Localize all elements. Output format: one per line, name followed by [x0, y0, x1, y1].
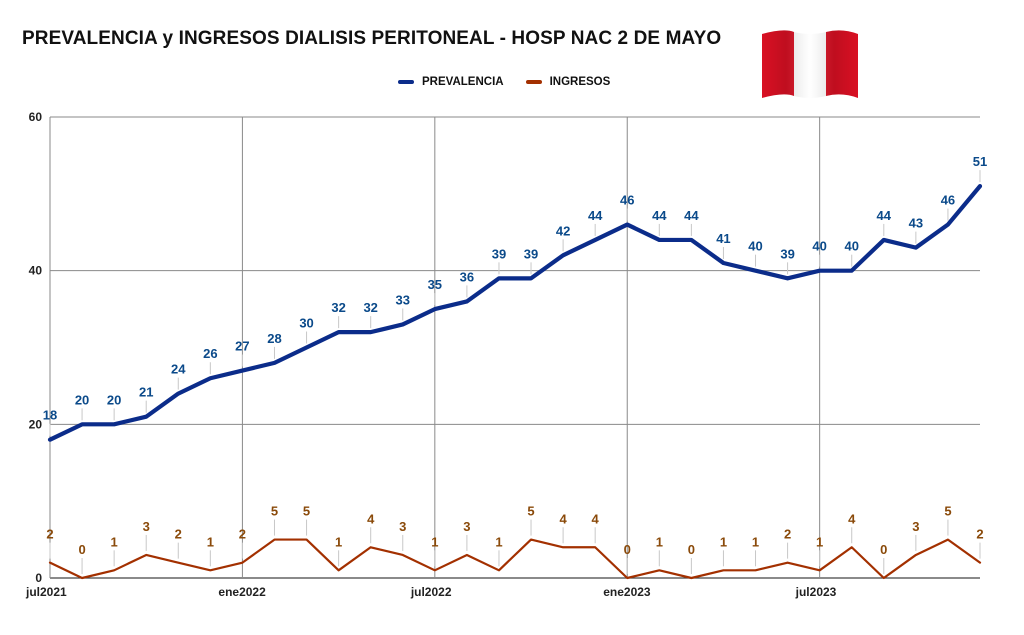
data-label-ingresos: 1 [207, 534, 214, 549]
x-tick-label: jul2021 [25, 585, 67, 599]
data-label-ingresos: 2 [976, 527, 983, 542]
data-label-prevalencia: 27 [235, 339, 249, 354]
data-label-ingresos: 1 [656, 534, 663, 549]
data-label-ingresos: 3 [143, 519, 150, 534]
data-label-prevalencia: 39 [492, 246, 506, 261]
y-tick-label: 60 [29, 110, 43, 124]
data-label-prevalencia: 43 [909, 216, 923, 231]
legend-item-ingresos[interactable]: INGRESOS [525, 76, 611, 88]
y-tick-label: 40 [29, 264, 43, 278]
data-label-ingresos: 2 [46, 527, 53, 542]
data-label-ingresos: 4 [367, 511, 375, 526]
legend-label-prevalencia: PREVALENCIA [422, 76, 504, 88]
x-tick-label: jul2023 [795, 585, 837, 599]
data-label-prevalencia: 40 [844, 239, 858, 254]
legend-item-prevalencia[interactable]: PREVALENCIA [398, 76, 504, 88]
data-label-prevalencia: 44 [652, 208, 667, 223]
data-label-prevalencia: 36 [460, 269, 474, 284]
data-label-prevalencia: 44 [877, 208, 892, 223]
data-label-prevalencia: 42 [556, 223, 570, 238]
data-label-prevalencia: 44 [684, 208, 699, 223]
data-label-ingresos: 0 [78, 542, 85, 557]
data-label-prevalencia: 20 [75, 392, 89, 407]
data-label-prevalencia: 35 [428, 277, 442, 292]
x-tick-label: jul2022 [410, 585, 452, 599]
series-line-ingresos [48, 538, 982, 580]
data-label-ingresos: 0 [880, 542, 887, 557]
data-label-prevalencia: 33 [396, 292, 410, 307]
data-label-prevalencia: 20 [107, 392, 121, 407]
data-label-ingresos: 2 [175, 527, 182, 542]
data-label-prevalencia: 18 [43, 408, 57, 423]
data-label-prevalencia: 46 [620, 193, 634, 208]
data-label-prevalencia: 32 [331, 300, 345, 315]
data-label-ingresos: 2 [784, 527, 791, 542]
x-tick-label: ene2022 [218, 585, 266, 599]
data-label-prevalencia: 30 [299, 316, 313, 331]
data-label-ingresos: 4 [592, 511, 600, 526]
data-label-prevalencia: 40 [748, 239, 762, 254]
data-label-ingresos: 1 [111, 534, 118, 549]
y-tick-label: 20 [29, 417, 43, 431]
data-label-ingresos: 3 [463, 519, 470, 534]
data-label-ingresos: 5 [527, 504, 534, 519]
data-label-prevalencia: 46 [941, 193, 955, 208]
legend-swatch-prevalencia [398, 80, 414, 84]
prevalencia-series [47, 184, 983, 442]
data-label-prevalencia: 24 [171, 362, 186, 377]
data-label-ingresos: 5 [944, 504, 951, 519]
data-label-ingresos: 2 [239, 527, 246, 542]
data-label-prevalencia: 51 [973, 154, 987, 169]
data-label-ingresos: 1 [752, 534, 759, 549]
data-label-prevalencia: 32 [363, 300, 377, 315]
legend-label-ingresos: INGRESOS [549, 76, 611, 88]
data-label-ingresos: 1 [495, 534, 502, 549]
legend-swatch-ingresos [525, 80, 542, 84]
chart-title: PREVALENCIA y INGRESOS DIALISIS PERITONE… [22, 28, 722, 49]
peru-flag-icon [762, 30, 858, 98]
data-label-prevalencia: 39 [524, 246, 538, 261]
data-label-prevalencia: 28 [267, 331, 281, 346]
data-label-prevalencia: 21 [139, 385, 153, 400]
data-label-ingresos: 1 [335, 534, 342, 549]
data-label-ingresos: 0 [688, 542, 695, 557]
data-label-ingresos: 3 [912, 519, 919, 534]
data-label-ingresos: 0 [624, 542, 631, 557]
data-label-ingresos: 3 [399, 519, 406, 534]
data-label-ingresos: 4 [848, 511, 856, 526]
grid-layer [49, 116, 980, 579]
data-label-ingresos: 5 [303, 504, 310, 519]
ingresos-series [48, 538, 982, 580]
data-label-prevalencia: 44 [588, 208, 603, 223]
data-label-ingresos: 4 [559, 511, 567, 526]
data-label-prevalencia: 39 [780, 246, 794, 261]
legend: PREVALENCIA INGRESOS [398, 74, 632, 90]
x-tick-label: ene2023 [603, 585, 651, 599]
data-label-prevalencia: 26 [203, 346, 217, 361]
data-label-ingresos: 1 [720, 534, 727, 549]
data-label-ingresos: 5 [271, 504, 278, 519]
y-tick-label: 0 [35, 571, 42, 585]
data-label-prevalencia: 40 [812, 239, 826, 254]
data-label-ingresos: 1 [431, 534, 438, 549]
data-label-prevalencia: 41 [716, 231, 730, 246]
series-line-prevalencia [47, 184, 983, 442]
data-label-ingresos: 1 [816, 534, 823, 549]
